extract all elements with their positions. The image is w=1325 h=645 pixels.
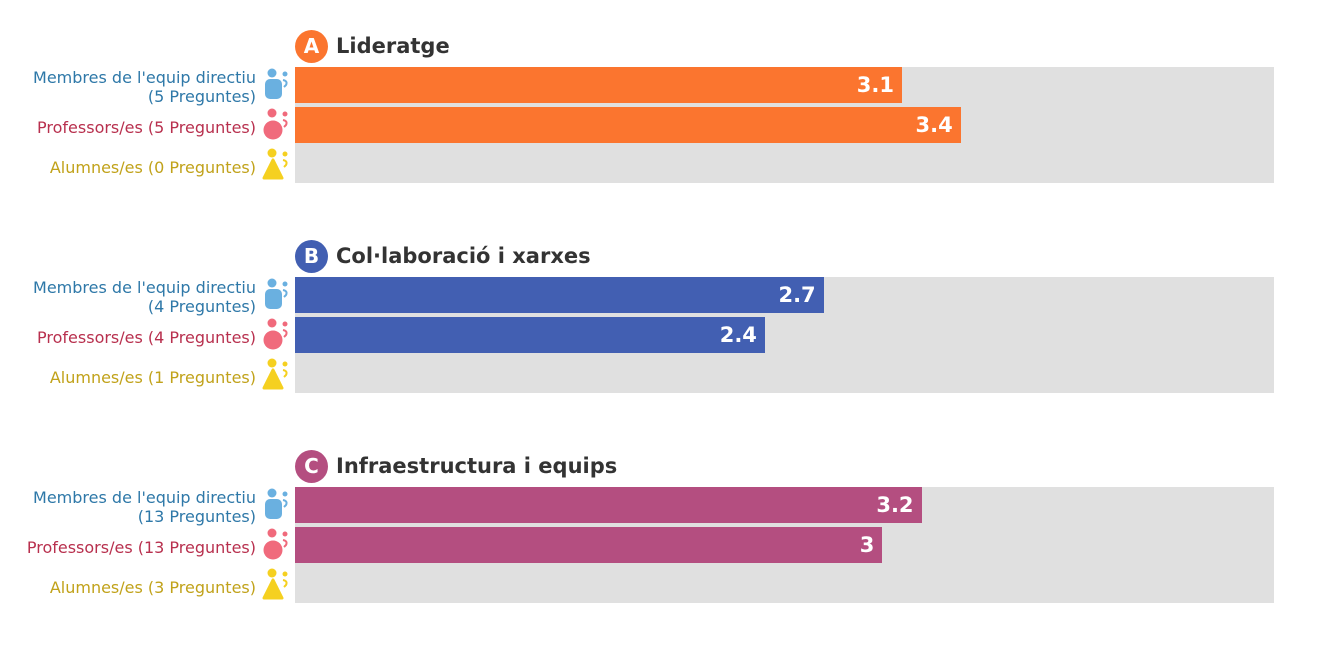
- bar-value-label: 3.2: [876, 493, 914, 517]
- bar-value-label: 2.4: [719, 323, 757, 347]
- group-title: C Infraestructura i equips: [295, 449, 617, 483]
- bar-directiu: 3.2: [295, 487, 922, 523]
- group-title-text: Col·laboració i xarxes: [336, 244, 591, 268]
- bar-track: 3.2 3: [295, 487, 1274, 603]
- group-title-text: Infraestructura i equips: [336, 454, 618, 478]
- bar-value-label: 3: [859, 533, 875, 557]
- category-label: Alumnes/es (3 Preguntes): [49, 577, 256, 597]
- category-label: Professors/es (4 Preguntes): [37, 327, 256, 347]
- row-label-professors: Professors/es (5 Preguntes): [0, 107, 292, 147]
- group-letter-badge: B: [295, 239, 328, 273]
- alumnes-people-icon: [262, 147, 292, 187]
- bar-directiu: 3.1: [295, 67, 902, 103]
- bar-value-label: 3.1: [856, 73, 894, 97]
- group-letter-badge: C: [295, 449, 328, 483]
- group-title-text: Lideratge: [336, 34, 450, 58]
- row-label-professors: Professors/es (13 Preguntes): [0, 527, 292, 567]
- directiu-people-icon: [262, 277, 292, 317]
- professors-people-icon: [262, 317, 292, 357]
- directiu-people-icon: [262, 487, 292, 527]
- bar-professors: 3.4: [295, 107, 961, 143]
- row-label-alumnes: Alumnes/es (1 Preguntes): [0, 357, 292, 397]
- alumnes-people-icon: [262, 357, 292, 397]
- row-label-directiu: Membres de l'equip directiu (4 Preguntes…: [0, 277, 292, 317]
- group-title: A Lideratge: [295, 29, 450, 63]
- row-label-professors: Professors/es (4 Preguntes): [0, 317, 292, 357]
- row-label-directiu: Membres de l'equip directiu (13 Pregunte…: [0, 487, 292, 527]
- group-letter-badge: A: [295, 29, 328, 63]
- alumnes-people-icon: [262, 567, 292, 607]
- group-c: C Infraestructura i equips 3.2 3 Membres…: [0, 449, 1325, 609]
- category-label: Membres de l'equip directiu (5 Preguntes…: [33, 68, 256, 106]
- group-b: B Col·laboració i xarxes 2.7 2.4 Membres…: [0, 239, 1325, 399]
- professors-people-icon: [262, 107, 292, 147]
- category-label: Membres de l'equip directiu (4 Preguntes…: [33, 278, 256, 316]
- bar-track: 2.7 2.4: [295, 277, 1274, 393]
- professors-people-icon: [262, 527, 292, 567]
- category-label: Alumnes/es (1 Preguntes): [49, 367, 256, 387]
- group-a: A Lideratge 3.1 3.4 Membres de l'equip d…: [0, 29, 1325, 189]
- bar-professors: 2.4: [295, 317, 765, 353]
- category-label: Membres de l'equip directiu (13 Pregunte…: [33, 488, 256, 526]
- category-label: Professors/es (13 Preguntes): [26, 537, 256, 557]
- category-label: Alumnes/es (0 Preguntes): [49, 157, 256, 177]
- bar-directiu: 2.7: [295, 277, 824, 313]
- bar-professors: 3: [295, 527, 883, 563]
- category-label: Professors/es (5 Preguntes): [37, 117, 256, 137]
- directiu-people-icon: [262, 67, 292, 107]
- bar-value-label: 3.4: [915, 113, 953, 137]
- row-label-directiu: Membres de l'equip directiu (5 Preguntes…: [0, 67, 292, 107]
- row-label-alumnes: Alumnes/es (3 Preguntes): [0, 567, 292, 607]
- bar-track: 3.1 3.4: [295, 67, 1274, 183]
- bar-value-label: 2.7: [778, 283, 816, 307]
- row-label-alumnes: Alumnes/es (0 Preguntes): [0, 147, 292, 187]
- group-title: B Col·laboració i xarxes: [295, 239, 591, 273]
